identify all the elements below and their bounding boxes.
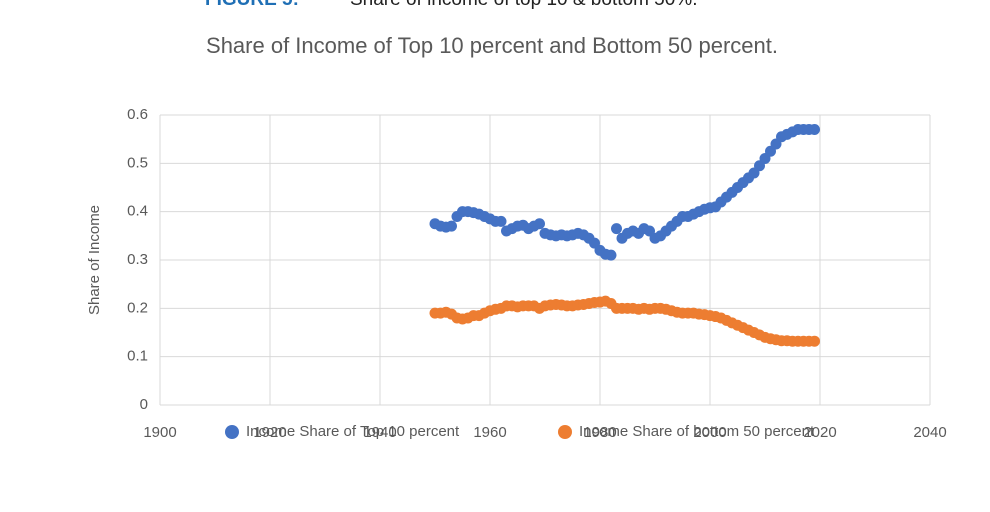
y-tick-label: 0.6	[127, 106, 148, 123]
legend-marker	[558, 425, 572, 439]
x-tick-label: 1980	[583, 424, 616, 441]
caption-label: FIGURE 5:	[205, 0, 299, 10]
caption-text: Share of income of top 10 & bottom 50%.	[350, 0, 697, 10]
x-tick-label: 1900	[143, 424, 176, 441]
data-point	[495, 215, 507, 227]
y-axis-label: Share of Income	[86, 205, 103, 315]
legend-label: Income Share of bottom 50 percent	[579, 423, 815, 440]
data-point	[534, 218, 545, 230]
y-tick-label: 0.1	[127, 348, 148, 365]
y-tick-label: 0.3	[127, 251, 148, 268]
data-point	[809, 124, 820, 135]
legend-marker	[225, 425, 239, 439]
data-point	[446, 220, 457, 232]
legend-label: Income Share of Top 10 percent	[246, 423, 460, 440]
y-tick-label: 0.2	[127, 299, 148, 316]
data-point	[605, 249, 617, 261]
x-tick-label: 2000	[693, 424, 726, 441]
chart-title: Share of Income of Top 10 percent and Bo…	[206, 33, 778, 58]
x-tick-label: 1920	[253, 424, 286, 441]
x-tick-label: 1940	[363, 424, 396, 441]
data-point	[611, 223, 622, 235]
y-tick-label: 0.4	[127, 203, 148, 220]
y-tick-label: 0.5	[127, 154, 148, 171]
x-tick-label: 2020	[803, 424, 836, 441]
x-tick-label: 2040	[913, 424, 946, 441]
x-tick-label: 1960	[473, 424, 506, 441]
data-point	[809, 335, 820, 347]
y-tick-label: 0	[140, 396, 148, 413]
